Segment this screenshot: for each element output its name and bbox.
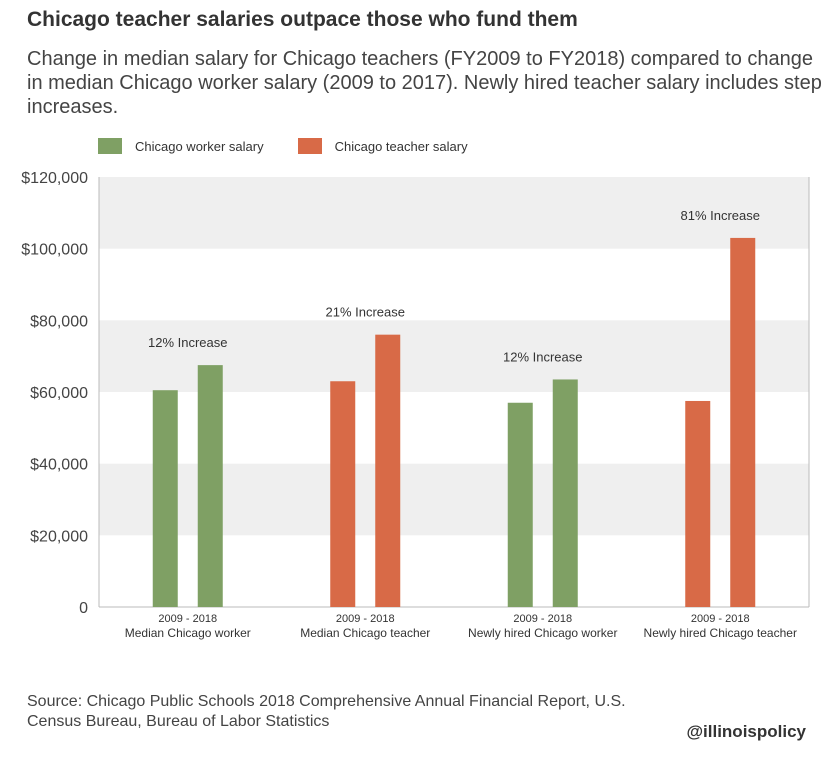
bar-start-value xyxy=(152,390,178,607)
x-tick-period: 2009 - 2018 xyxy=(158,613,217,625)
chart-title: Chicago teacher salaries outpace those w… xyxy=(27,8,578,31)
legend-swatch-teacher xyxy=(297,138,322,154)
chart-subtitle: Change in median salary for Chicago teac… xyxy=(27,48,822,118)
legend-swatch-worker xyxy=(98,138,122,154)
x-tick-category: Newly hired Chicago worker xyxy=(468,626,617,640)
bar-end-value xyxy=(375,334,401,607)
x-tick-period: 2009 - 2018 xyxy=(513,613,572,625)
legend-item-worker: Chicago worker salary xyxy=(98,138,264,154)
bar-start-value xyxy=(685,400,711,607)
bar-end-value xyxy=(730,237,756,607)
source-note: Source: Chicago Public Schools 2018 Comp… xyxy=(27,693,626,730)
legend-label-worker: Chicago worker salary xyxy=(135,138,264,154)
y-tick-label: $80,000 xyxy=(30,313,88,330)
x-tick-period: 2009 - 2018 xyxy=(336,613,395,625)
x-tick-category: Median Chicago worker xyxy=(125,626,251,640)
y-tick-label: 0 xyxy=(79,600,88,617)
bar-start-value xyxy=(507,402,533,607)
y-tick-label: $40,000 xyxy=(30,457,88,474)
x-tick-category: Newly hired Chicago teacher xyxy=(644,626,797,640)
y-tick-label: $120,000 xyxy=(21,170,88,187)
increase-annotation: 12% Increase xyxy=(503,349,583,364)
y-tick-label: $100,000 xyxy=(21,242,88,259)
increase-annotation: 12% Increase xyxy=(148,335,228,350)
legend-item-teacher: Chicago teacher salary xyxy=(297,138,468,154)
legend: Chicago worker salary Chicago teacher sa… xyxy=(98,138,502,154)
bar-end-value xyxy=(197,365,223,607)
y-tick-label: $60,000 xyxy=(30,385,88,402)
y-tick-label: $20,000 xyxy=(30,528,88,545)
bar-start-value xyxy=(330,381,356,607)
increase-annotation: 81% Increase xyxy=(681,208,761,223)
bar-end-value xyxy=(552,379,578,607)
grid-band xyxy=(99,177,809,249)
x-tick-category: Median Chicago teacher xyxy=(300,626,430,640)
x-tick-period: 2009 - 2018 xyxy=(691,613,750,625)
legend-label-teacher: Chicago teacher salary xyxy=(334,138,468,154)
social-handle: @illinoispolicy xyxy=(686,722,806,741)
increase-annotation: 21% Increase xyxy=(326,305,406,320)
